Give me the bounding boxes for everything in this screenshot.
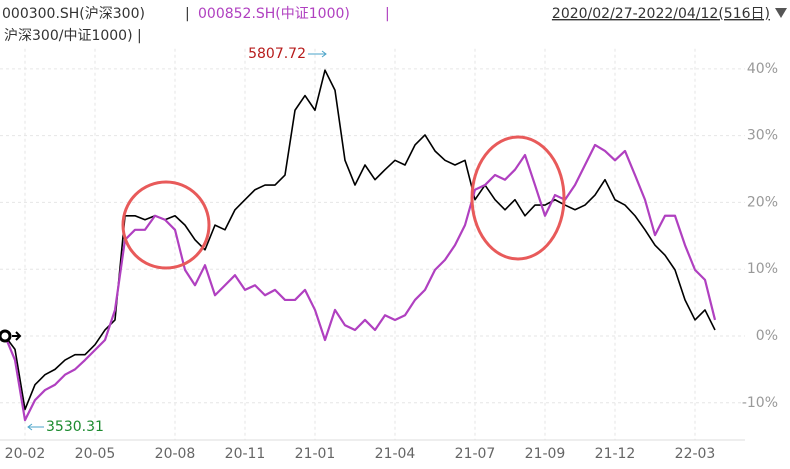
x-tick-label: 21-12	[595, 446, 636, 462]
legend-separator: |	[185, 6, 190, 22]
legend-entry: 000852.SH(中证1000)	[198, 6, 350, 22]
x-tick-label: 21-01	[295, 446, 336, 462]
x-tick-label: 20-08	[155, 446, 196, 462]
start-marker	[0, 329, 12, 343]
legend-separator: |	[385, 6, 390, 22]
x-tick-label: 22-03	[675, 446, 716, 462]
x-tick-label: 20-11	[225, 446, 266, 462]
highlight-circle	[470, 135, 566, 261]
max-label: 5807.72	[248, 46, 306, 62]
date-range[interactable]: 2020/02/27-2022/04/12(516日)	[552, 6, 770, 22]
y-tick-label: -10%	[742, 395, 778, 411]
y-tick-label: 40%	[747, 61, 778, 77]
y-tick-label: 10%	[747, 261, 778, 277]
x-tick-label: 21-09	[525, 446, 566, 462]
series-line	[3, 143, 717, 422]
max-arrow	[308, 50, 327, 58]
start-arrow	[12, 331, 22, 341]
x-tick-label: 20-02	[5, 446, 46, 462]
min-arrow	[27, 423, 44, 431]
header-line: 沪深300/中证1000) |	[4, 28, 142, 44]
series-line	[4, 69, 716, 411]
x-tick-label: 20-05	[75, 446, 116, 462]
min-label: 3530.31	[46, 419, 104, 435]
y-tick-label: 0%	[756, 328, 778, 344]
x-tick-label: 21-07	[455, 446, 496, 462]
highlight-circle	[121, 180, 211, 270]
dropdown-icon[interactable]	[775, 8, 787, 18]
y-tick-label: 20%	[747, 194, 778, 210]
y-tick-label: 30%	[747, 128, 778, 144]
legend-entry: 000300.SH(沪深300)	[2, 6, 145, 22]
plot: -10% 0% 10% 20% 30% 40% 20-02 20-05 20-08 20-11 21…	[0, 48, 778, 462]
x-tick-label: 21-04	[375, 446, 416, 462]
